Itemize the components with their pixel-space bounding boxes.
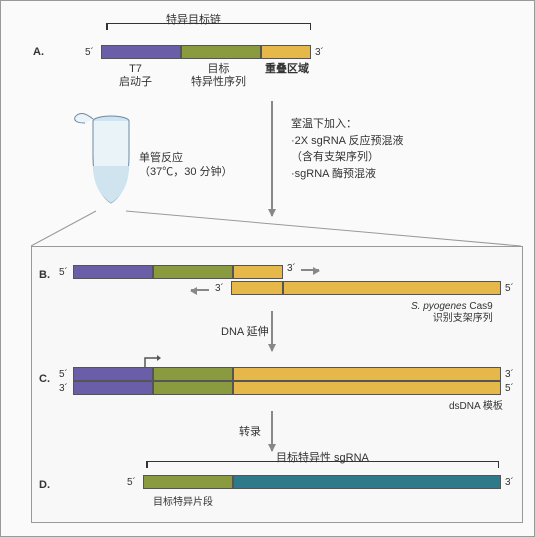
diagram-frame: A. 特异目标链 5´ 3´ T7 启动子 目标 特异性序列 重叠区域 室温下加…	[0, 0, 535, 537]
seg-d-2	[233, 475, 501, 489]
tx-start-arrow	[143, 355, 163, 369]
prime-b2-5: 5´	[505, 283, 514, 294]
seg-c1-1	[73, 367, 153, 381]
dsdna-label: dsDNA 模板	[449, 397, 503, 412]
diagram-canvas: A. 特异目标链 5´ 3´ T7 启动子 目标 特异性序列 重叠区域 室温下加…	[11, 11, 524, 526]
frag-label: 目标特异片段	[153, 493, 213, 508]
title-top: 特异目标链	[166, 11, 221, 27]
seg-b2-2	[283, 281, 501, 295]
bar-c-top	[73, 367, 501, 381]
seg-d-1	[143, 475, 233, 489]
prime-a-5: 5´	[85, 47, 94, 58]
add-text: 室温下加入： ·2X sgRNA 反应预混液 （含有支架序列） ·sgRNA 酶…	[291, 116, 403, 182]
panel-letter-b: B.	[39, 269, 50, 281]
seg-b2-1	[231, 281, 283, 295]
seg-a-overlap	[261, 45, 311, 59]
arrow-a-to-b	[271, 101, 273, 216]
prime-d-3: 3´	[505, 477, 514, 488]
prime-c2-3: 3´	[59, 383, 68, 394]
seg-c1-2	[153, 367, 233, 381]
arrow-b-ext-l	[191, 289, 209, 291]
seg-b1-3	[233, 265, 283, 279]
product-title: 目标特异性 sgRNA	[276, 449, 369, 465]
prime-b1-5: 5´	[59, 267, 68, 278]
label-target: 目标 特异性序列	[191, 63, 246, 89]
seg-a-t7	[101, 45, 181, 59]
panel-letter-d: D.	[39, 479, 50, 491]
seg-c2-3	[233, 381, 501, 395]
seg-b1-2	[153, 265, 233, 279]
seg-c2-2	[153, 381, 233, 395]
scaffold-label: S. pyogenes Cas9 识别支架序列	[411, 301, 493, 325]
prime-a-3: 3´	[315, 47, 324, 58]
bar-c-bot	[73, 381, 501, 395]
scaffold-italic: S. pyogenes	[411, 301, 467, 312]
seg-c2-1	[73, 381, 153, 395]
bar-b-bot	[231, 281, 501, 295]
arrow-b-to-c	[271, 311, 273, 351]
tube-label: 单管反应 （37℃，30 分钟）	[139, 151, 233, 180]
prime-c2-5: 5´	[505, 383, 514, 394]
bar-b-top	[73, 265, 283, 279]
tube-icon	[71, 111, 141, 211]
seg-b1-1	[73, 265, 153, 279]
arrow-c-to-d	[271, 411, 273, 451]
step-c-label: 转录	[239, 423, 261, 439]
label-t7: T7 启动子	[119, 63, 152, 89]
panel-letter-c: C.	[39, 373, 50, 385]
prime-c1-3: 3´	[505, 369, 514, 380]
label-overlap: 重叠区域	[265, 63, 309, 76]
step-b-label: DNA 延伸	[221, 323, 269, 339]
seg-a-target	[181, 45, 261, 59]
bar-a	[101, 45, 311, 59]
panel-letter-a: A.	[33, 46, 44, 58]
seg-c1-3	[233, 367, 501, 381]
prime-c1-5: 5´	[59, 369, 68, 380]
arrow-b-ext-r	[301, 269, 319, 271]
prime-d-5: 5´	[127, 477, 136, 488]
bar-d	[143, 475, 501, 489]
prime-b2-3: 3´	[215, 283, 224, 294]
prime-b1-3: 3´	[287, 263, 296, 274]
